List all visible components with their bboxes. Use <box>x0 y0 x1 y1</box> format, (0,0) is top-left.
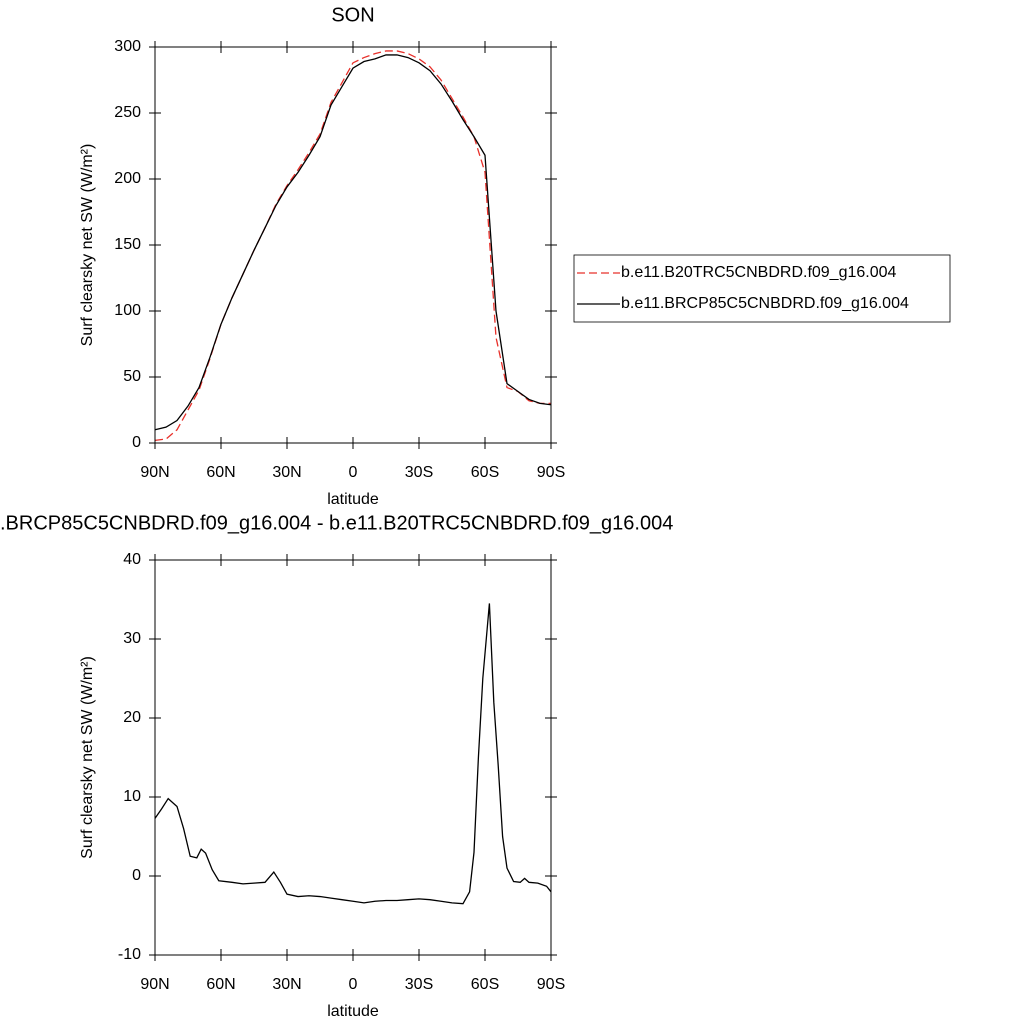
x-tick-label: 30N <box>272 464 301 481</box>
x-tick-label: 90S <box>537 464 565 481</box>
y-axis-label: Surf clearsky net SW (W/m²) <box>79 144 96 347</box>
x-tick-label: 90S <box>537 976 565 993</box>
x-tick-label: 30N <box>272 976 301 993</box>
legend-label: b.e11.BRCP85C5CNBDRD.f09_g16.004 <box>621 295 909 312</box>
y-tick-label: 30 <box>123 630 141 647</box>
x-tick-label: 90N <box>140 976 169 993</box>
plot-frame <box>154 559 552 956</box>
legend-label: b.e11.B20TRC5CNBDRD.f09_g16.004 <box>621 264 897 281</box>
x-tick-label: 30S <box>405 464 433 481</box>
x-tick-label: 60N <box>206 976 235 993</box>
x-tick-label: 0 <box>349 976 358 993</box>
chart-title: SON <box>331 4 374 26</box>
data-line <box>154 603 552 905</box>
x-tick-label: 60S <box>471 976 499 993</box>
y-tick-label: 20 <box>123 709 141 726</box>
x-tick-label: 90N <box>140 464 169 481</box>
x-axis-label: latitude <box>327 1003 379 1020</box>
x-tick-label: 60N <box>206 464 235 481</box>
y-axis-label: Surf clearsky net SW (W/m²) <box>79 656 96 859</box>
y-tick-label: 250 <box>114 104 141 121</box>
y-tick-label: 200 <box>114 170 141 187</box>
x-axis-label: latitude <box>327 491 379 508</box>
y-tick-label: 40 <box>123 551 141 568</box>
x-tick-label: 60S <box>471 464 499 481</box>
data-line <box>154 50 551 442</box>
legend-box <box>573 254 951 323</box>
y-tick-label: 10 <box>123 788 141 805</box>
chart-title: .BRCP85C5CNBDRD.f09_g16.004 - b.e11.B20T… <box>0 512 673 534</box>
y-tick-label: 300 <box>114 38 141 55</box>
data-line <box>154 54 552 431</box>
y-tick-label: 0 <box>132 867 141 884</box>
x-tick-label: 30S <box>405 976 433 993</box>
y-tick-label: 0 <box>132 434 141 451</box>
y-tick-label: 100 <box>114 302 141 319</box>
y-tick-label: 150 <box>114 236 141 253</box>
y-tick-label: 50 <box>123 368 141 385</box>
y-tick-label: -10 <box>118 946 141 963</box>
x-tick-label: 0 <box>349 464 358 481</box>
